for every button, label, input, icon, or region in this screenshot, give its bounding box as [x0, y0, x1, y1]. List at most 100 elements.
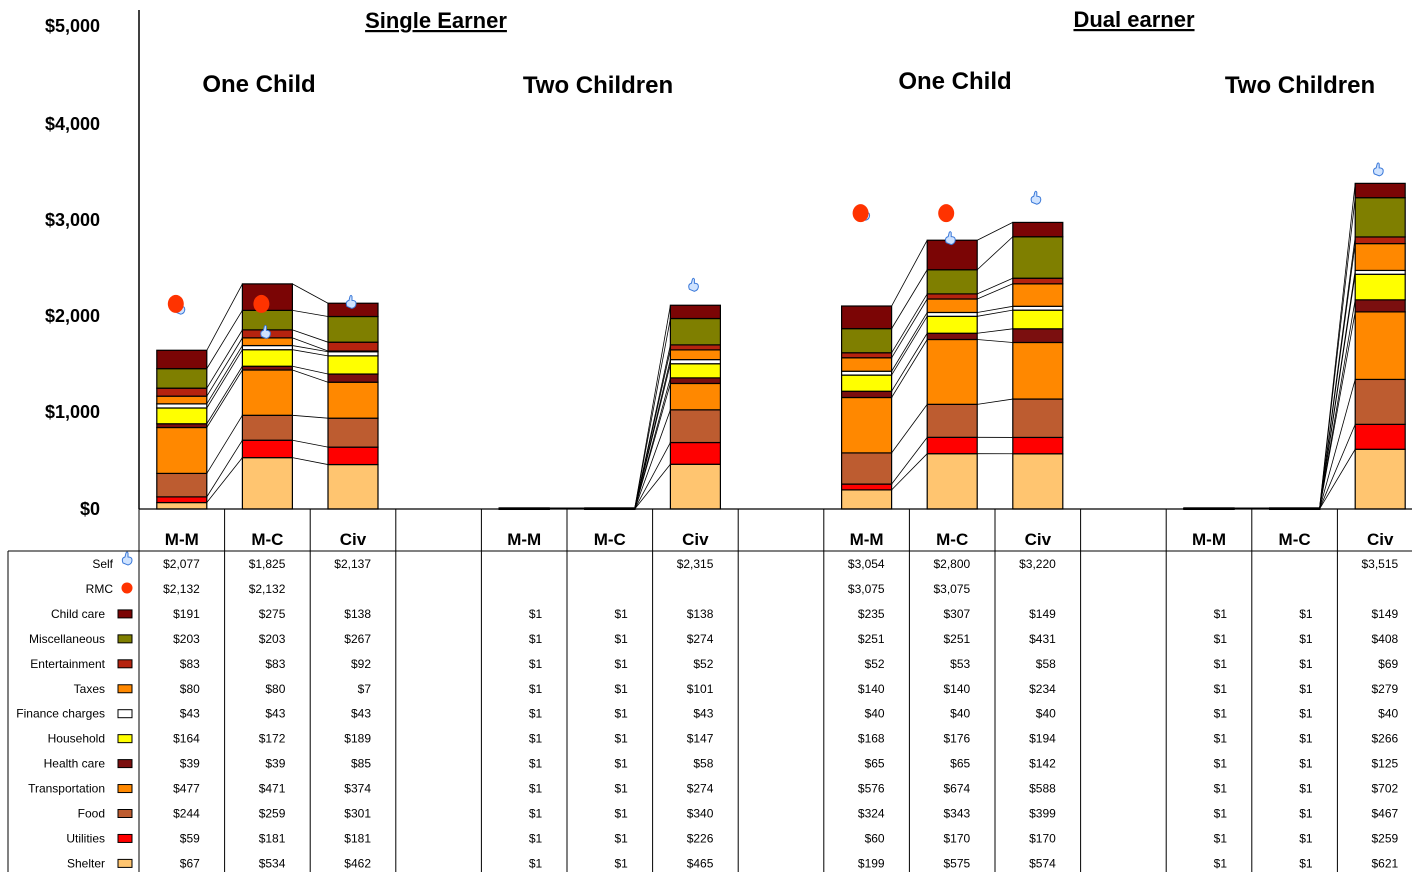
legend-swatch: [117, 784, 133, 794]
bar-segment: [926, 453, 978, 510]
table-cell: $340: [687, 807, 714, 821]
table-cell: $1: [1214, 807, 1228, 821]
table-cell: $2,137: [334, 557, 371, 571]
connector-line: [891, 298, 928, 358]
table-cell: $1: [1214, 831, 1228, 845]
bar-segment: [926, 315, 978, 334]
table-cell: $1: [1299, 831, 1313, 845]
table-cell: $40: [950, 707, 970, 721]
y-tick-label: $5,000: [45, 16, 100, 36]
row-label: Food: [78, 807, 105, 821]
bar-segment: [840, 390, 893, 399]
column-header: M-M: [850, 530, 884, 549]
table-cell: $83: [180, 657, 200, 671]
table-cell: $138: [344, 607, 371, 621]
connector-line: [206, 349, 243, 409]
table-cell: $1: [1299, 707, 1313, 721]
bar-segment: [1012, 221, 1064, 238]
connector-line: [292, 329, 329, 343]
table-cell: $2,077: [163, 557, 200, 571]
bar-segment: [1354, 378, 1406, 425]
connector-line: [976, 236, 1014, 271]
table-cell: $575: [943, 856, 970, 870]
column-header: M-M: [507, 530, 541, 549]
table-cell: $235: [858, 607, 885, 621]
bar-segment: [926, 269, 978, 295]
bar-segment: [1012, 341, 1064, 400]
bar-segment: [1012, 398, 1064, 439]
table-cell: $1: [1299, 632, 1313, 646]
connector-line: [891, 316, 928, 376]
connector-line: [891, 339, 928, 398]
table-cell: $1: [529, 682, 543, 696]
table-cell: $274: [687, 782, 714, 796]
self-hand-pointer-icon: [1373, 162, 1384, 177]
connector-line: [292, 337, 329, 352]
legend-swatch: [117, 609, 133, 619]
table-cell: $199: [858, 856, 885, 870]
table-cell: $40: [865, 707, 885, 721]
connector-line: [206, 329, 243, 389]
connector-line: [891, 453, 928, 491]
connector-line: [206, 345, 243, 405]
bar-segment: [241, 349, 293, 367]
rmc-red-dot-icon: [938, 204, 955, 223]
connector-line: [206, 457, 243, 503]
table-cell: $40: [1036, 707, 1056, 721]
table-cell: $59: [180, 831, 200, 845]
bar-segment: [1354, 242, 1406, 272]
legend-swatch: [117, 634, 133, 644]
connector-line: [634, 464, 671, 510]
table-cell: $170: [943, 831, 970, 845]
connector-line: [1319, 379, 1356, 509]
bar-segment: [669, 409, 722, 444]
self-hand-pointer-icon: [260, 324, 271, 339]
table-cell: $125: [1371, 757, 1398, 771]
bar-segment: [669, 382, 722, 411]
bar-segment: [840, 489, 893, 510]
table-cell: $1: [529, 782, 543, 796]
bar-segment: [669, 359, 722, 365]
table-cell: $142: [1029, 757, 1056, 771]
table-cell: $147: [687, 732, 714, 746]
row-label: RMC: [86, 582, 114, 596]
bar-segment: [1012, 328, 1064, 344]
connector-line: [206, 369, 243, 428]
table-cell: $168: [858, 732, 885, 746]
table-cell: $1: [529, 757, 543, 771]
bar-segment: [1354, 299, 1406, 313]
bar-segment: [241, 457, 293, 510]
connector-line: [292, 309, 329, 317]
bar-segment: [156, 472, 208, 498]
bar-segment: [1012, 453, 1064, 510]
table-cell: $60: [865, 831, 885, 845]
legend-swatch: [117, 659, 133, 669]
table-cell: $1: [1299, 607, 1313, 621]
table-cell: $1: [529, 607, 543, 621]
legend-swatch: [117, 833, 133, 843]
connector-line: [977, 339, 1013, 343]
connector-line: [206, 366, 243, 424]
table-cell: $43: [351, 707, 371, 721]
bar-segment: [840, 357, 893, 372]
table-cell: $1: [1214, 632, 1228, 646]
connector-line: [891, 437, 928, 485]
table-cell: $1: [614, 607, 628, 621]
table-cell: $275: [259, 607, 286, 621]
table-cell: $164: [173, 732, 200, 746]
table-cell: $621: [1371, 856, 1398, 870]
connector-line: [292, 283, 329, 304]
bar-segment: [327, 463, 379, 510]
subgroup-title: One Child: [898, 68, 1011, 95]
table-cell: $244: [173, 807, 200, 821]
table-cell: $191: [173, 607, 200, 621]
table-cell: $471: [259, 782, 286, 796]
connector-line: [206, 415, 243, 474]
table-cell: $1: [1299, 757, 1313, 771]
table-cell: $40: [1378, 707, 1398, 721]
bar-segment: [1354, 423, 1406, 450]
self-hand-pointer-icon: [688, 277, 699, 292]
table-cell: $1: [1299, 856, 1313, 870]
table-cell: $1: [529, 657, 543, 671]
table-cell: $43: [693, 707, 713, 721]
